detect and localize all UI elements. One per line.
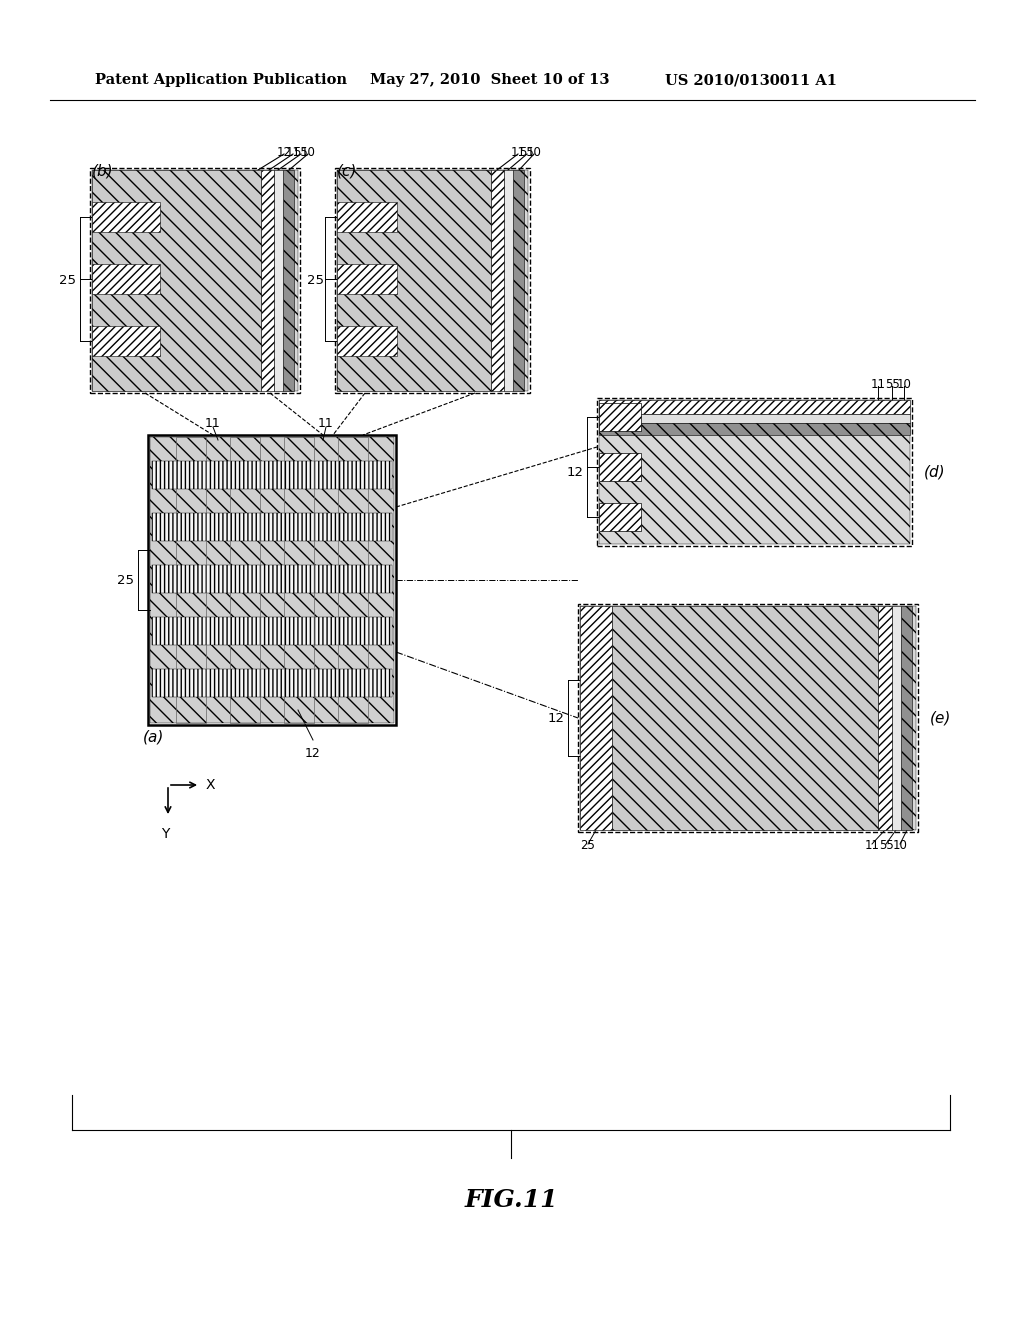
Bar [901, 606, 912, 830]
Bar [599, 400, 910, 414]
Text: 12: 12 [548, 711, 564, 725]
Bar [335, 168, 530, 393]
Text: (b): (b) [92, 162, 114, 178]
Text: X: X [206, 777, 215, 792]
Bar [513, 170, 524, 391]
Text: FIG.11: FIG.11 [464, 1188, 558, 1212]
Bar [337, 264, 397, 294]
Bar [580, 606, 612, 830]
Bar [92, 170, 298, 391]
Bar [599, 422, 910, 436]
Text: 55: 55 [519, 147, 535, 158]
Bar [283, 170, 294, 391]
Bar [490, 170, 504, 391]
Text: 55: 55 [885, 378, 899, 391]
Text: 10: 10 [526, 147, 542, 158]
Text: Y: Y [161, 828, 169, 841]
Bar [337, 170, 490, 391]
Text: 25: 25 [59, 273, 77, 286]
Bar [152, 565, 392, 593]
Text: 11: 11 [318, 417, 334, 430]
Text: US 2010/0130011 A1: US 2010/0130011 A1 [665, 73, 837, 87]
Text: 10: 10 [897, 378, 911, 391]
Bar [878, 606, 892, 830]
Bar [284, 437, 314, 723]
Bar [152, 461, 392, 488]
Bar [599, 414, 910, 422]
Bar [338, 437, 368, 723]
Text: 12: 12 [566, 466, 584, 479]
Text: 12: 12 [305, 747, 321, 760]
Text: 11: 11 [870, 378, 886, 391]
Text: Patent Application Publication: Patent Application Publication [95, 73, 347, 87]
Text: (d): (d) [924, 465, 945, 479]
Bar [176, 437, 206, 723]
Text: 25: 25 [118, 573, 134, 586]
Bar [504, 170, 513, 391]
Bar [92, 170, 261, 391]
Bar [274, 170, 283, 391]
Bar [150, 437, 394, 723]
Bar [230, 437, 260, 723]
Text: 11: 11 [286, 147, 300, 158]
Text: 12: 12 [276, 147, 292, 158]
Bar [580, 606, 916, 830]
Bar [599, 400, 910, 544]
Text: (e): (e) [930, 710, 951, 726]
Text: 55: 55 [294, 147, 308, 158]
Bar [337, 170, 528, 391]
Bar [892, 606, 901, 830]
Bar [92, 264, 160, 294]
Bar [92, 326, 160, 356]
Bar [261, 170, 274, 391]
Bar [148, 436, 396, 725]
Bar [337, 202, 397, 232]
Bar [152, 616, 392, 645]
Bar [92, 202, 160, 232]
Bar [337, 326, 397, 356]
Bar [599, 403, 641, 432]
Text: May 27, 2010  Sheet 10 of 13: May 27, 2010 Sheet 10 of 13 [370, 73, 609, 87]
Text: 25: 25 [306, 273, 324, 286]
Bar [612, 606, 878, 830]
Bar [152, 513, 392, 541]
Text: (c): (c) [337, 162, 357, 178]
Text: 25: 25 [581, 840, 595, 851]
Bar [597, 399, 912, 546]
Text: 11: 11 [205, 417, 221, 430]
Text: 10: 10 [301, 147, 315, 158]
Bar [599, 503, 641, 531]
Bar [90, 168, 300, 393]
Text: 11: 11 [511, 147, 525, 158]
Bar [599, 453, 641, 480]
Text: 11: 11 [864, 840, 880, 851]
Text: 55: 55 [879, 840, 893, 851]
Text: 10: 10 [893, 840, 907, 851]
Bar [578, 605, 918, 832]
Bar [152, 669, 392, 697]
Text: (a): (a) [143, 730, 165, 744]
